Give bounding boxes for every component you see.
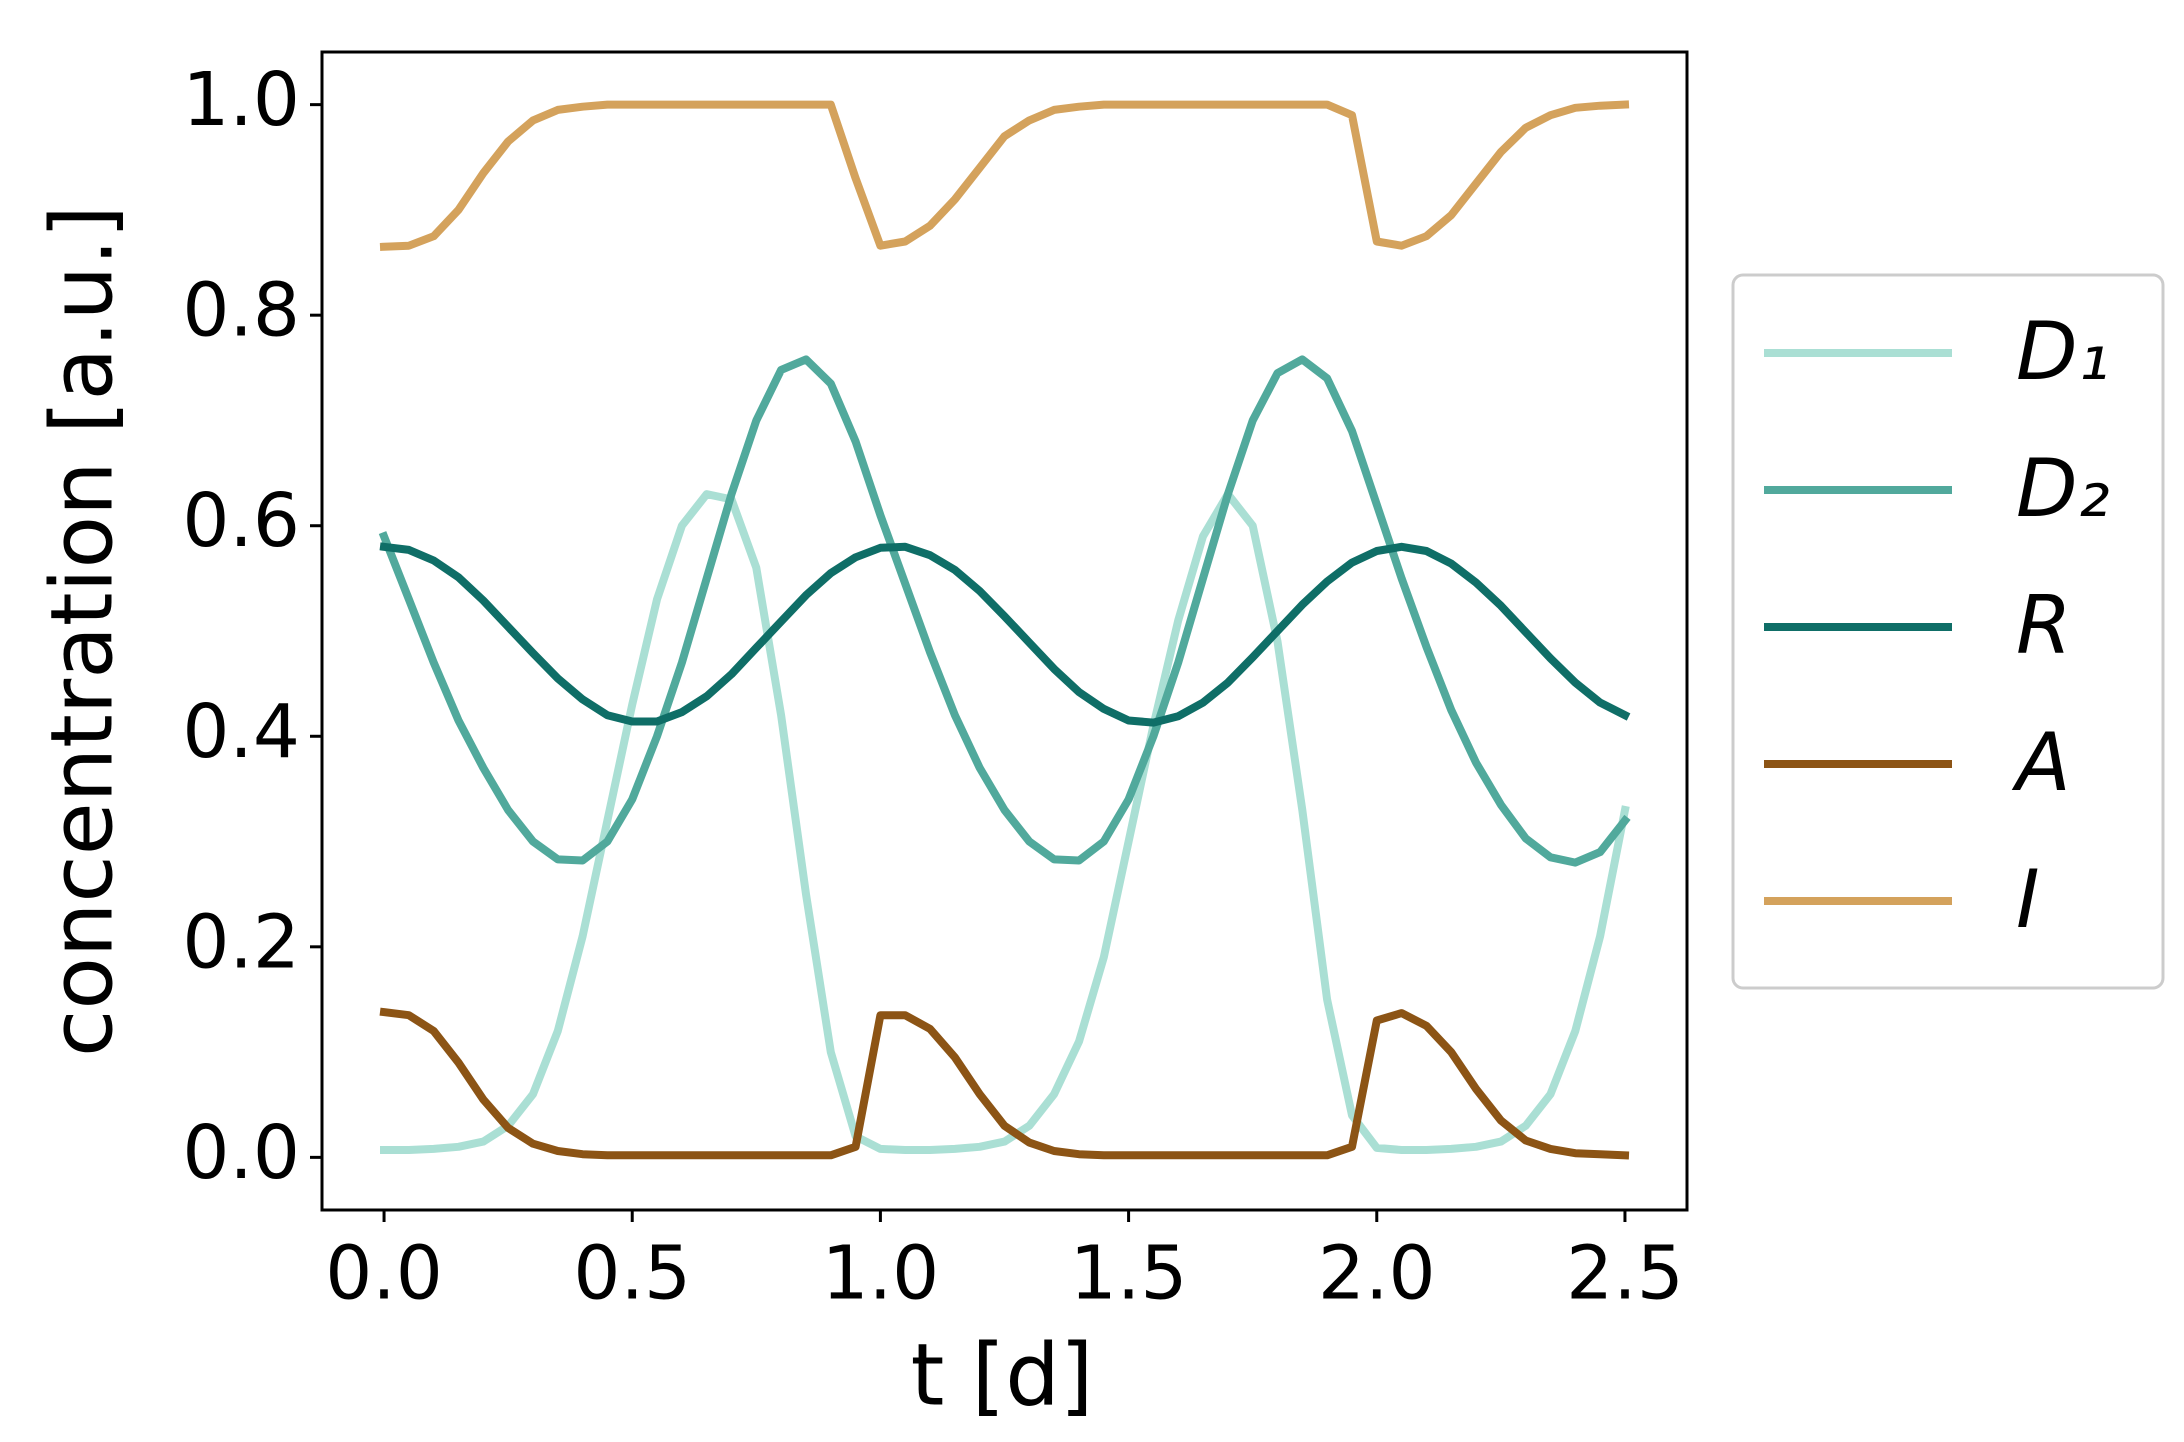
series-line (379, 100, 1630, 251)
series-line (380, 490, 1630, 1154)
x-tick-label: 2.5 (1566, 1231, 1684, 1317)
y-tick-label: 0.6 (182, 478, 300, 564)
x-tick-label: 1.5 (1070, 1231, 1188, 1317)
legend-label: R (2016, 579, 2072, 672)
x-tick-label: 2.0 (1318, 1231, 1436, 1317)
legend-label: I (2016, 853, 2040, 946)
legend-label: D₁ (2016, 305, 2110, 398)
x-tick-label: 0.5 (573, 1231, 691, 1317)
legend-label: A (2011, 716, 2071, 809)
legend-label: D₂ (2016, 442, 2110, 535)
legend-box (1731, 273, 2165, 990)
y-tick-label: 0.4 (182, 689, 300, 775)
series-line (379, 1007, 1630, 1160)
x-tick-label: 0.0 (325, 1231, 443, 1317)
y-tick-label: 1.0 (182, 57, 300, 143)
y-tick-label: 0.2 (182, 899, 300, 985)
y-axis-label: concentration [a.u.] (32, 205, 132, 1057)
plot-frame (320, 50, 1689, 1212)
series-line (378, 355, 1631, 867)
y-tick-label: 0.8 (182, 268, 300, 354)
x-axis-label: t [d] (911, 1325, 1094, 1425)
series-line (379, 542, 1631, 727)
y-tick-label: 0.0 (182, 1110, 300, 1196)
x-tick-label: 1.0 (822, 1231, 940, 1317)
